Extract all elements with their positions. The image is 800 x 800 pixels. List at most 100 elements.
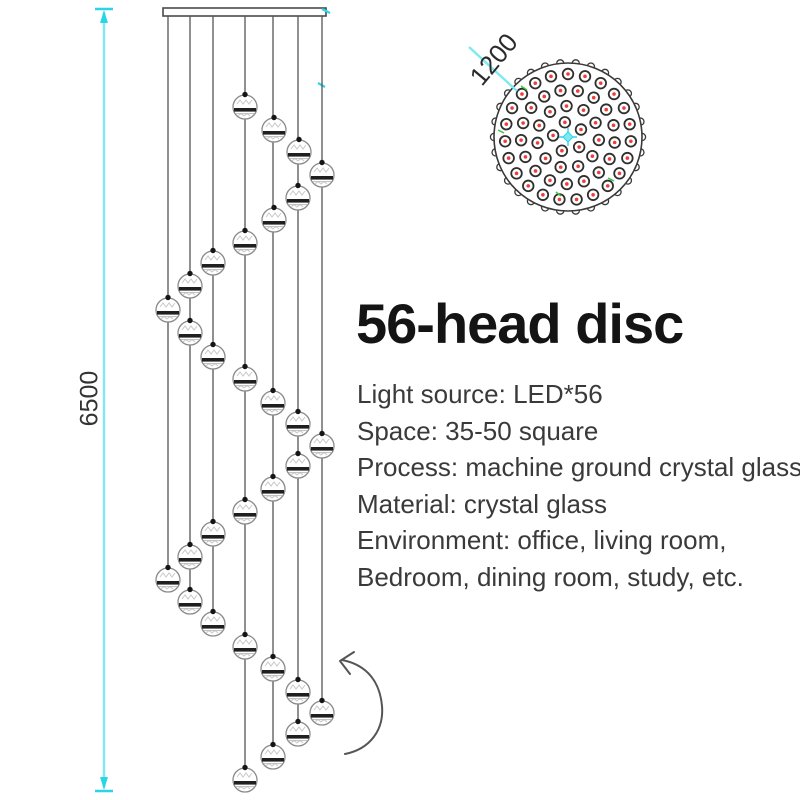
facet-texture (289, 190, 306, 196)
facet-texture (182, 607, 196, 612)
dimension-tick (321, 8, 331, 14)
crystal-ball (177, 541, 203, 570)
crystal-ball (309, 430, 335, 459)
spec-line: Light source: LED*56 (357, 379, 603, 409)
ball-band-shadow (263, 763, 283, 765)
head-led-dot (529, 105, 534, 110)
spec-list: Light source: LED*56 Space: 35-50 square P… (357, 376, 800, 595)
head-led-dot (582, 179, 586, 184)
ball-band (263, 131, 285, 135)
height-dimension-line (95, 7, 113, 793)
disc-head (601, 179, 614, 193)
hanger-knob (270, 653, 276, 660)
arrowhead-down-icon (100, 777, 108, 790)
hanger-knob (295, 718, 301, 725)
facet-texture (264, 661, 281, 667)
crystal-ball (285, 450, 311, 479)
hanger-knob (187, 541, 193, 548)
hanger-knob (210, 247, 216, 254)
ball-band (262, 670, 284, 674)
ball-band-shadow (235, 385, 255, 387)
facet-texture (236, 504, 253, 510)
facet-texture (265, 674, 279, 679)
head-led-dot (591, 192, 595, 197)
facet-texture (205, 362, 219, 367)
disc-head (613, 167, 626, 180)
disc-head (531, 136, 544, 150)
facet-texture (237, 384, 251, 389)
head-led-dot (612, 92, 616, 96)
hanger-knob (295, 676, 301, 683)
crystal-ball (285, 182, 311, 211)
hanger-knob (210, 341, 216, 348)
facet-texture (289, 726, 306, 732)
crystal-ball (232, 496, 258, 525)
facet-texture (159, 302, 176, 308)
disc-head (623, 117, 636, 131)
ball-band-shadow (263, 409, 283, 411)
disc-head (529, 76, 542, 90)
arrow-arc (341, 659, 384, 755)
rotation-arrow (339, 651, 384, 755)
facet-texture (290, 203, 304, 208)
crystal-ball (232, 631, 258, 660)
disc-head (624, 135, 638, 148)
facet-texture (290, 697, 304, 702)
facet-texture (205, 268, 219, 273)
facet-texture (204, 616, 221, 622)
head-led-dot (597, 138, 601, 142)
head-led-dot (581, 108, 586, 112)
ball-band-shadow (312, 452, 332, 454)
disc-head (599, 103, 613, 116)
facet-texture (265, 408, 279, 413)
head-led-dot (542, 94, 547, 99)
head-led-dot (564, 104, 569, 108)
disc-head (529, 164, 542, 178)
hanger-knob (270, 473, 276, 480)
ball-band (262, 490, 284, 494)
disc-head (505, 101, 519, 115)
ball-band-shadow (263, 495, 283, 497)
crystal-ball (200, 341, 226, 370)
disc-head (539, 152, 552, 165)
ball-band-shadow (264, 226, 284, 228)
facet-texture (314, 718, 328, 723)
facet-texture (236, 639, 253, 645)
facet-texture (181, 594, 198, 600)
facet-texture (204, 349, 221, 355)
facet-texture (236, 371, 253, 377)
ball-band (311, 447, 333, 451)
ball-band-shadow (203, 540, 223, 542)
hanger-knob (295, 182, 301, 189)
height-dimension-label: 6500 (75, 370, 104, 427)
ball-band-shadow (180, 563, 200, 565)
facet-texture (237, 652, 251, 657)
disc-head (558, 116, 572, 129)
ball-band (179, 287, 201, 291)
ceiling-plate (162, 7, 327, 17)
disc-head (516, 116, 530, 130)
ball-band (287, 425, 309, 429)
crystal-ball (285, 676, 311, 705)
disc-head (553, 193, 566, 206)
hanger-knob (210, 518, 216, 525)
crystal-ball (309, 159, 335, 188)
hanger-knob (165, 294, 171, 301)
crystal-ball (285, 408, 311, 437)
disc-head (538, 90, 551, 103)
facet-texture (264, 749, 281, 755)
ball-band (262, 404, 284, 408)
head-led-dot (627, 122, 632, 126)
disc-head (500, 117, 513, 131)
disc-head (621, 151, 634, 165)
green-tick (520, 85, 528, 91)
crystal-ball (177, 317, 203, 346)
green-tick (497, 129, 505, 134)
disc-head (577, 175, 591, 188)
head-led-dot (617, 171, 622, 176)
disc-head (571, 84, 584, 98)
disc-head (574, 123, 588, 136)
ball-band (157, 311, 179, 315)
disc-head (570, 193, 583, 206)
hanger-knob (270, 741, 276, 748)
